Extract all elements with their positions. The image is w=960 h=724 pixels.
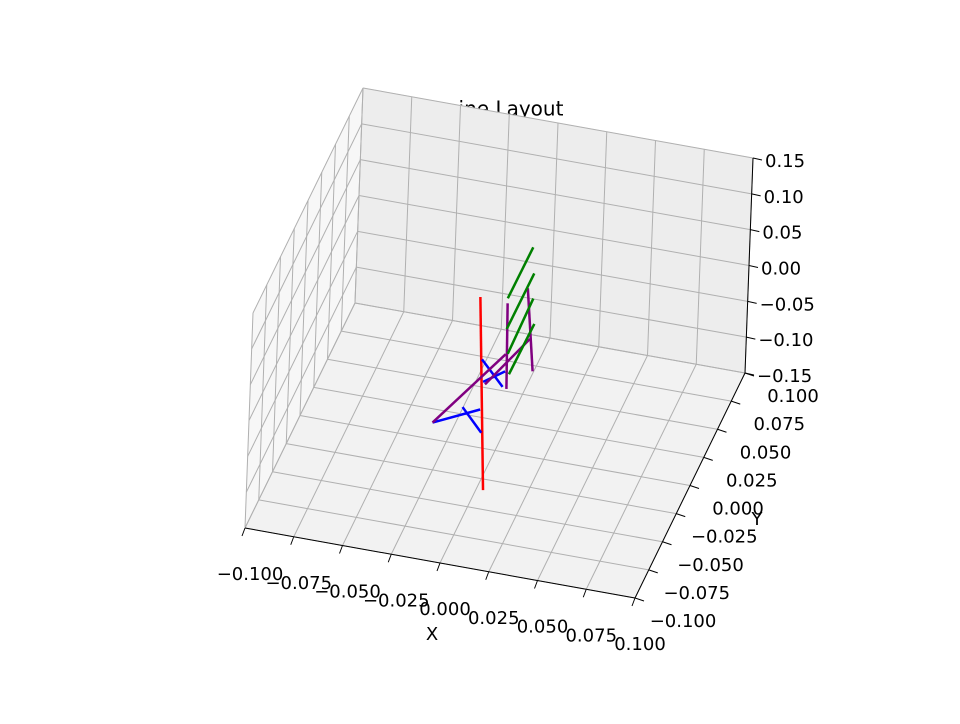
- x-tick-label: 0.075: [565, 625, 617, 646]
- x-tick-label: 0.050: [517, 617, 569, 638]
- z-tick-label: 0.05: [762, 223, 802, 244]
- tick-mark: [748, 265, 759, 268]
- grid-line: [356, 266, 747, 338]
- line-segment: [431, 353, 507, 424]
- grid-line: [354, 302, 746, 374]
- line-segment: [507, 323, 536, 375]
- line-segment: [505, 303, 509, 389]
- y-tick-label: 0.100: [767, 386, 819, 407]
- grid-line: [251, 123, 363, 350]
- y-tick-label: −0.100: [650, 611, 717, 632]
- line-segment: [461, 406, 483, 434]
- tick-mark: [747, 300, 757, 304]
- x-tick-label: −0.050: [314, 582, 381, 603]
- tick-mark: [436, 562, 441, 572]
- grid-line: [247, 231, 359, 457]
- y-axis-line: [634, 372, 746, 599]
- tick-mark: [387, 554, 392, 563]
- z-axis-line: [744, 157, 754, 374]
- x-tick-label: −0.100: [217, 564, 284, 585]
- tick-mark: [339, 545, 343, 554]
- tick-mark: [703, 456, 713, 461]
- grid-line: [313, 386, 704, 458]
- grid-line: [258, 499, 649, 571]
- z-tick-label: 0.15: [765, 151, 805, 172]
- x-tick-label: −0.025: [363, 590, 430, 611]
- tick-mark: [731, 400, 741, 405]
- tick-mark: [751, 193, 761, 197]
- tick-mark: [290, 536, 295, 545]
- x-tick-label: 0.100: [614, 634, 666, 655]
- grid-line: [272, 471, 663, 543]
- line-segment: [480, 358, 504, 388]
- tick-mark: [631, 597, 636, 607]
- y-tick-label: −0.025: [691, 527, 758, 548]
- tick-mark: [752, 157, 763, 161]
- grid-line: [248, 195, 360, 421]
- y-tick-label: −0.050: [677, 555, 744, 576]
- x-axis-label: X: [426, 624, 438, 645]
- tick-mark: [676, 513, 686, 518]
- tick-mark: [744, 372, 755, 376]
- tick-mark: [662, 541, 672, 546]
- grid-line: [358, 195, 750, 266]
- z-tick-label: −0.05: [760, 294, 815, 315]
- tick-mark: [534, 580, 538, 589]
- x-tick-label: 0.000: [419, 599, 471, 620]
- grid-line: [360, 159, 751, 231]
- tick-mark: [485, 571, 490, 580]
- y-tick-label: 0.000: [712, 499, 764, 520]
- grid-line: [299, 415, 691, 486]
- y-tick-label: −0.075: [663, 583, 730, 604]
- y-tick-label: 0.075: [753, 414, 805, 435]
- grid-line: [244, 302, 356, 529]
- tick-mark: [634, 597, 645, 602]
- tick-mark: [241, 527, 246, 537]
- tick-mark: [717, 428, 727, 433]
- tick-mark: [750, 229, 760, 233]
- line-segment: [479, 296, 485, 491]
- grid-line: [361, 123, 752, 195]
- tick-mark: [648, 569, 658, 574]
- grid-line: [362, 87, 754, 159]
- grid-line: [327, 358, 718, 430]
- y-axis-label: Y: [751, 509, 764, 530]
- x-axis-line: [244, 527, 636, 599]
- z-tick-label: 0.00: [761, 259, 801, 280]
- x-tick-label: −0.075: [265, 573, 332, 594]
- grid-line: [357, 230, 748, 302]
- tick-mark: [582, 589, 587, 598]
- line-segment: [506, 246, 535, 299]
- y-tick-label: 0.025: [726, 470, 778, 491]
- z-tick-label: −0.10: [758, 330, 813, 351]
- grid-line: [286, 443, 677, 515]
- line-segment: [506, 298, 535, 355]
- tick-mark: [689, 485, 700, 489]
- grid-line: [252, 87, 364, 314]
- grid-line: [249, 159, 361, 385]
- grid-line: [245, 266, 357, 493]
- line-segment: [505, 272, 536, 330]
- z-tick-label: −0.15: [757, 366, 812, 387]
- x-tick-label: 0.025: [468, 608, 520, 629]
- line-segment: [432, 408, 481, 424]
- grid-line: [341, 330, 732, 402]
- y-tick-label: 0.050: [740, 442, 792, 463]
- tick-mark: [746, 336, 756, 340]
- z-tick-label: 0.10: [764, 187, 804, 208]
